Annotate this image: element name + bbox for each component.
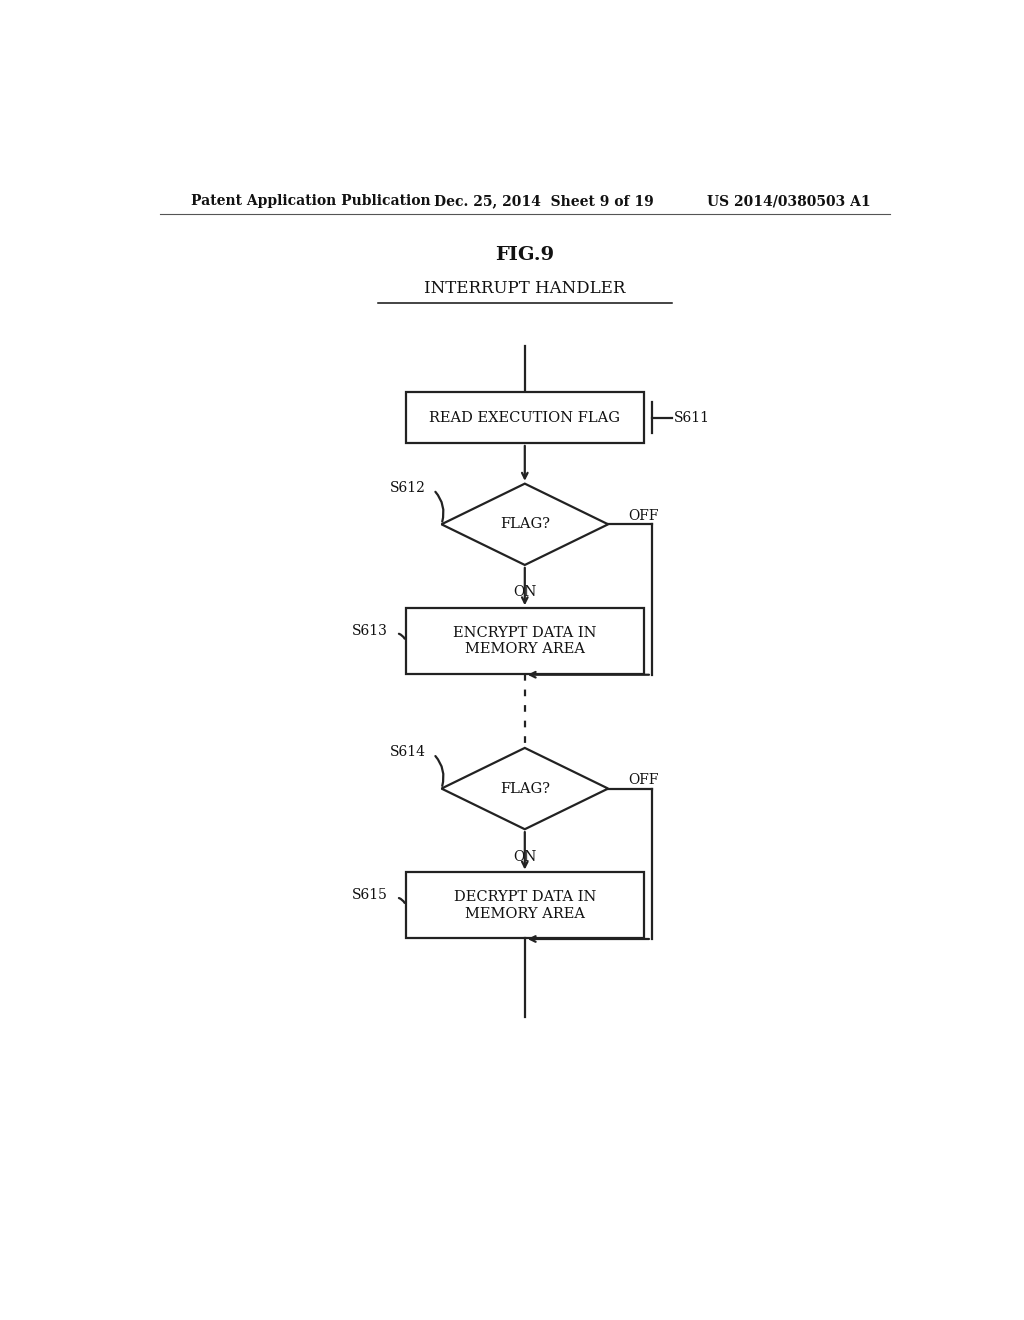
- FancyBboxPatch shape: [406, 873, 644, 939]
- Text: S612: S612: [390, 480, 426, 495]
- FancyBboxPatch shape: [406, 392, 644, 444]
- Text: S614: S614: [390, 744, 426, 759]
- Text: S611: S611: [674, 411, 710, 425]
- Polygon shape: [441, 483, 608, 565]
- Text: READ EXECUTION FLAG: READ EXECUTION FLAG: [429, 411, 621, 425]
- Text: Patent Application Publication: Patent Application Publication: [191, 194, 431, 209]
- Text: S613: S613: [352, 624, 388, 638]
- Text: INTERRUPT HANDLER: INTERRUPT HANDLER: [424, 280, 626, 297]
- Text: OFF: OFF: [628, 510, 658, 523]
- Text: OFF: OFF: [628, 774, 658, 788]
- Text: Dec. 25, 2014  Sheet 9 of 19: Dec. 25, 2014 Sheet 9 of 19: [433, 194, 653, 209]
- Text: ENCRYPT DATA IN
MEMORY AREA: ENCRYPT DATA IN MEMORY AREA: [453, 626, 597, 656]
- Text: S615: S615: [352, 888, 388, 903]
- Text: ON: ON: [513, 585, 537, 599]
- Text: US 2014/0380503 A1: US 2014/0380503 A1: [708, 194, 871, 209]
- Polygon shape: [441, 748, 608, 829]
- Text: DECRYPT DATA IN
MEMORY AREA: DECRYPT DATA IN MEMORY AREA: [454, 891, 596, 920]
- FancyBboxPatch shape: [406, 609, 644, 675]
- Text: ON: ON: [513, 850, 537, 863]
- Text: FLAG?: FLAG?: [500, 781, 550, 796]
- Text: FIG.9: FIG.9: [496, 246, 554, 264]
- Text: FLAG?: FLAG?: [500, 517, 550, 532]
